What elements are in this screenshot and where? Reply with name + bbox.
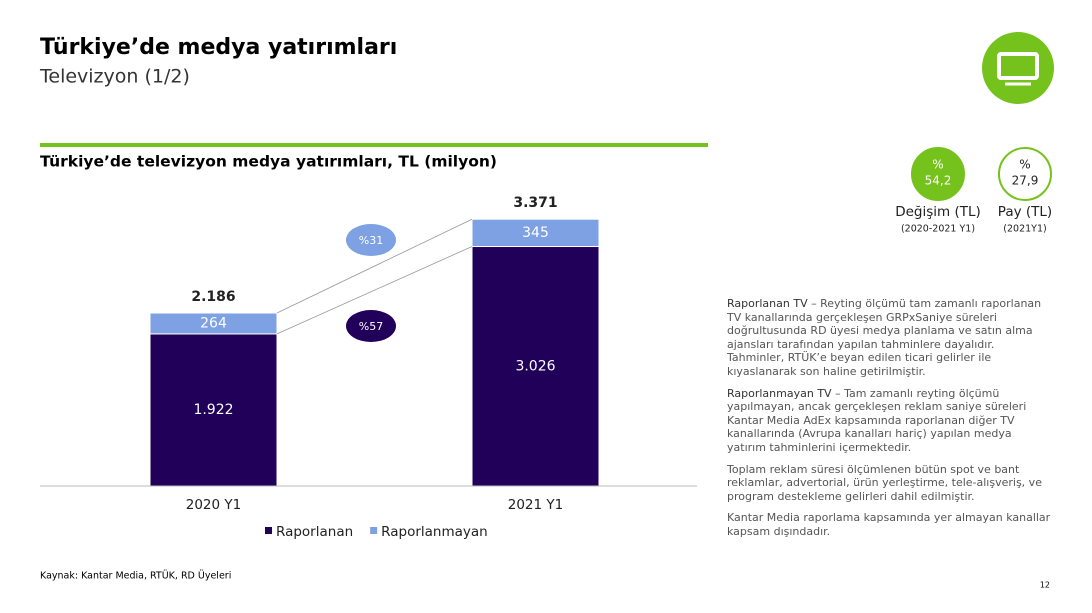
total-label: 3.371: [513, 195, 557, 211]
bar-segment: [149, 312, 278, 335]
growth-bubble: [346, 224, 396, 256]
title: Türkiye’de medya yatırımları: [40, 35, 397, 60]
subtitle: Televizyon (1/2): [39, 66, 190, 88]
kpi-symbol: %: [932, 158, 943, 172]
bar-segment: [149, 333, 278, 487]
note: Raporlanmayan TV – Tam zamanlı reyting ö…: [727, 387, 1052, 455]
connector: [276, 218, 473, 314]
data-label: 1.922: [193, 402, 233, 418]
note: Kantar Media raporlama kapsamında yer al…: [727, 511, 1052, 538]
kpi-label: Pay (TL): [998, 204, 1052, 220]
connector: [276, 246, 473, 335]
note-term: Raporlanan TV: [727, 297, 808, 310]
growth-label: %57: [359, 320, 383, 333]
x-tick-label: 2021 Y1: [508, 497, 563, 513]
bar-segment: [471, 218, 600, 248]
kpi-value: 27,9: [1012, 174, 1039, 188]
growth-label: %31: [359, 234, 383, 247]
kpi-circle: [911, 147, 965, 201]
tv-icon-screen: [997, 52, 1039, 80]
legend-label: Raporlanmayan: [381, 524, 488, 540]
legend-swatch: [265, 527, 272, 534]
chart-title: Türkiye’de televizyon medya yatırımları,…: [40, 153, 497, 171]
data-label: 345: [522, 225, 549, 241]
source: Kaynak: Kantar Media, RTÜK, RD Üyeleri: [40, 571, 231, 582]
notes: Raporlanan TV – Reyting ölçümü tam zaman…: [727, 297, 1052, 547]
kpi-value: 54,2: [925, 174, 952, 188]
tv-icon: [982, 32, 1054, 104]
note-text: Toplam reklam süresi ölçümlenen bütün sp…: [727, 462, 1042, 503]
kpi-circle: [998, 147, 1052, 201]
note: Raporlanan TV – Reyting ölçümü tam zaman…: [727, 297, 1052, 379]
data-label: 264: [200, 315, 227, 331]
kpi-label: Değişim (TL): [895, 204, 981, 220]
x-tick-label: 2020 Y1: [186, 497, 241, 513]
kpi-sublabel: (2021Y1): [1003, 224, 1046, 235]
note-text: – Reyting ölçümü tam zamanlı raporlanan …: [727, 297, 1042, 378]
bar-segment: [471, 246, 600, 487]
total-label: 2.186: [191, 289, 235, 305]
kpi-symbol: %: [1019, 158, 1030, 172]
legend-label: Raporlanan: [276, 524, 353, 540]
legend-swatch: [370, 527, 378, 534]
data-label: 3.026: [515, 358, 555, 374]
growth-bubble: [346, 310, 396, 342]
note-term: Raporlanmayan TV: [727, 386, 832, 400]
divider: [40, 143, 708, 147]
note-text: Kantar Media raporlama kapsamında yer al…: [727, 511, 1051, 538]
kpi-sublabel: (2020-2021 Y1): [901, 224, 975, 235]
page-number: 12: [1040, 581, 1050, 590]
note: Toplam reklam süresi ölçümlenen bütün sp…: [727, 463, 1052, 504]
note-text: – Tam zamanlı reyting ölçümü yapılmayan,…: [727, 386, 1027, 454]
